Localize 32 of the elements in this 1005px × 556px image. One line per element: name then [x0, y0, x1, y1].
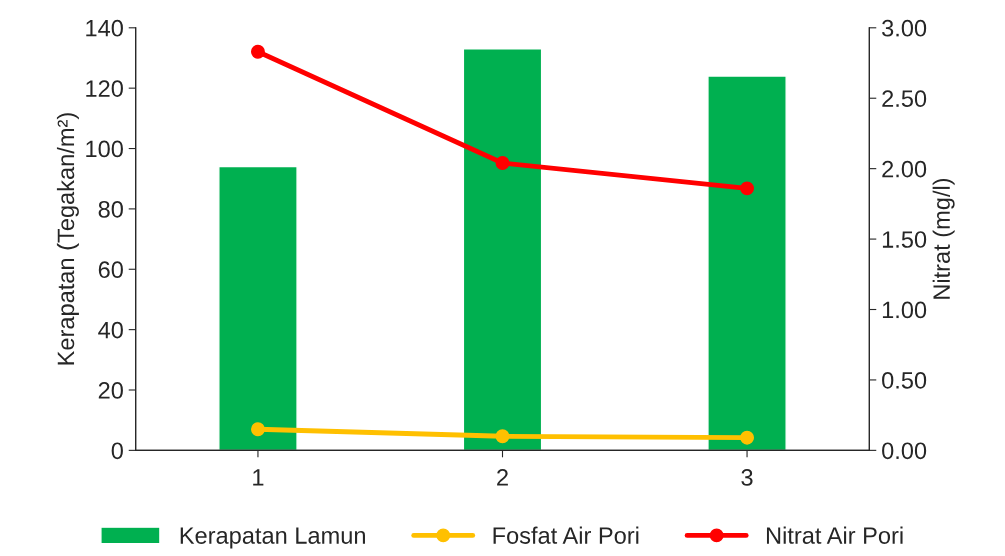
point [740, 181, 754, 196]
bar [707, 75, 787, 451]
y-tick-label: 120 [86, 80, 123, 97]
y-tick-label: 140 [86, 19, 123, 37]
point [495, 429, 510, 444]
legend-label: Nitrat Air Pori [766, 526, 903, 544]
y2-tick-label: 0.50 [882, 372, 927, 389]
x-tick-label: 2 [497, 469, 508, 486]
bar [218, 165, 298, 451]
y2-tick-label: 1.50 [882, 231, 927, 248]
y-tick-label: 20 [98, 382, 123, 399]
y-tick-label: 80 [98, 200, 123, 218]
x-tick-label: 1 [253, 469, 264, 486]
bar [462, 48, 543, 451]
y-axis-title: Kerapatan (Tegakan/m²) [56, 113, 79, 365]
y-tick-label: 60 [98, 261, 123, 279]
x-tick-label: 3 [741, 469, 753, 486]
point [251, 422, 265, 437]
y2-axis-title: Nitrat (mg/l) [932, 178, 955, 299]
y-tick-label: 0 [111, 442, 123, 460]
y2-tick-label: 0.00 [882, 442, 927, 460]
y2-tick-label: 2.00 [882, 160, 927, 178]
y2-tick-label: 2.50 [882, 90, 927, 108]
y2-tick-label: 1.00 [882, 301, 927, 319]
point [495, 156, 510, 170]
legend-label: Fosfat Air Pori [493, 526, 639, 544]
point [740, 430, 754, 445]
y2-tick-label: 3.00 [882, 19, 927, 37]
legend-label: Kerapatan Lamun [180, 527, 365, 549]
y-tick-label: 100 [86, 140, 123, 158]
point [251, 44, 265, 59]
y-tick-label: 40 [98, 321, 123, 339]
